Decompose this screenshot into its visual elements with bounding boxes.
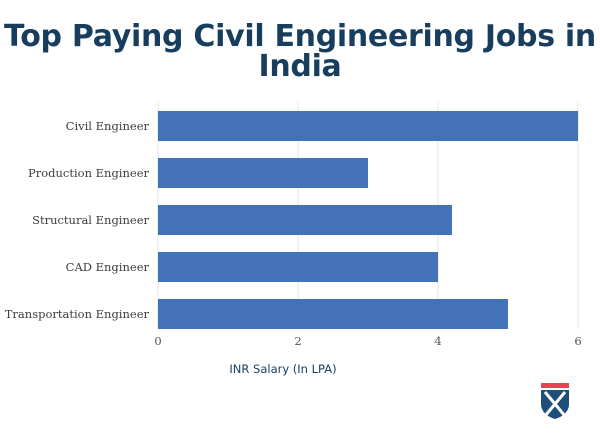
- bar: [158, 111, 578, 141]
- x-tick-label: 0: [154, 334, 161, 348]
- bar: [158, 158, 368, 188]
- category-label: Transportation Engineer: [5, 307, 150, 321]
- bars: [158, 111, 578, 329]
- category-label: Structural Engineer: [32, 213, 149, 227]
- x-tick-label: 6: [574, 334, 581, 348]
- bar: [158, 299, 508, 329]
- chart-title: Top Paying Civil Engineering Jobs in Ind…: [4, 19, 596, 84]
- category-labels: Civil Engineer Production Engineer Structu…: [5, 119, 150, 321]
- x-tick-labels: 0 2 4 6: [154, 334, 581, 348]
- x-tick-label: 4: [434, 334, 441, 348]
- x-tick-label: 2: [294, 334, 301, 348]
- bar: [158, 205, 452, 235]
- category-label: CAD Engineer: [66, 260, 150, 274]
- category-label: Civil Engineer: [66, 119, 150, 133]
- shield-logo-icon: [541, 383, 569, 419]
- x-axis-label: INR Salary (In LPA): [229, 362, 336, 376]
- bar: [158, 252, 438, 282]
- category-label: Production Engineer: [28, 166, 150, 180]
